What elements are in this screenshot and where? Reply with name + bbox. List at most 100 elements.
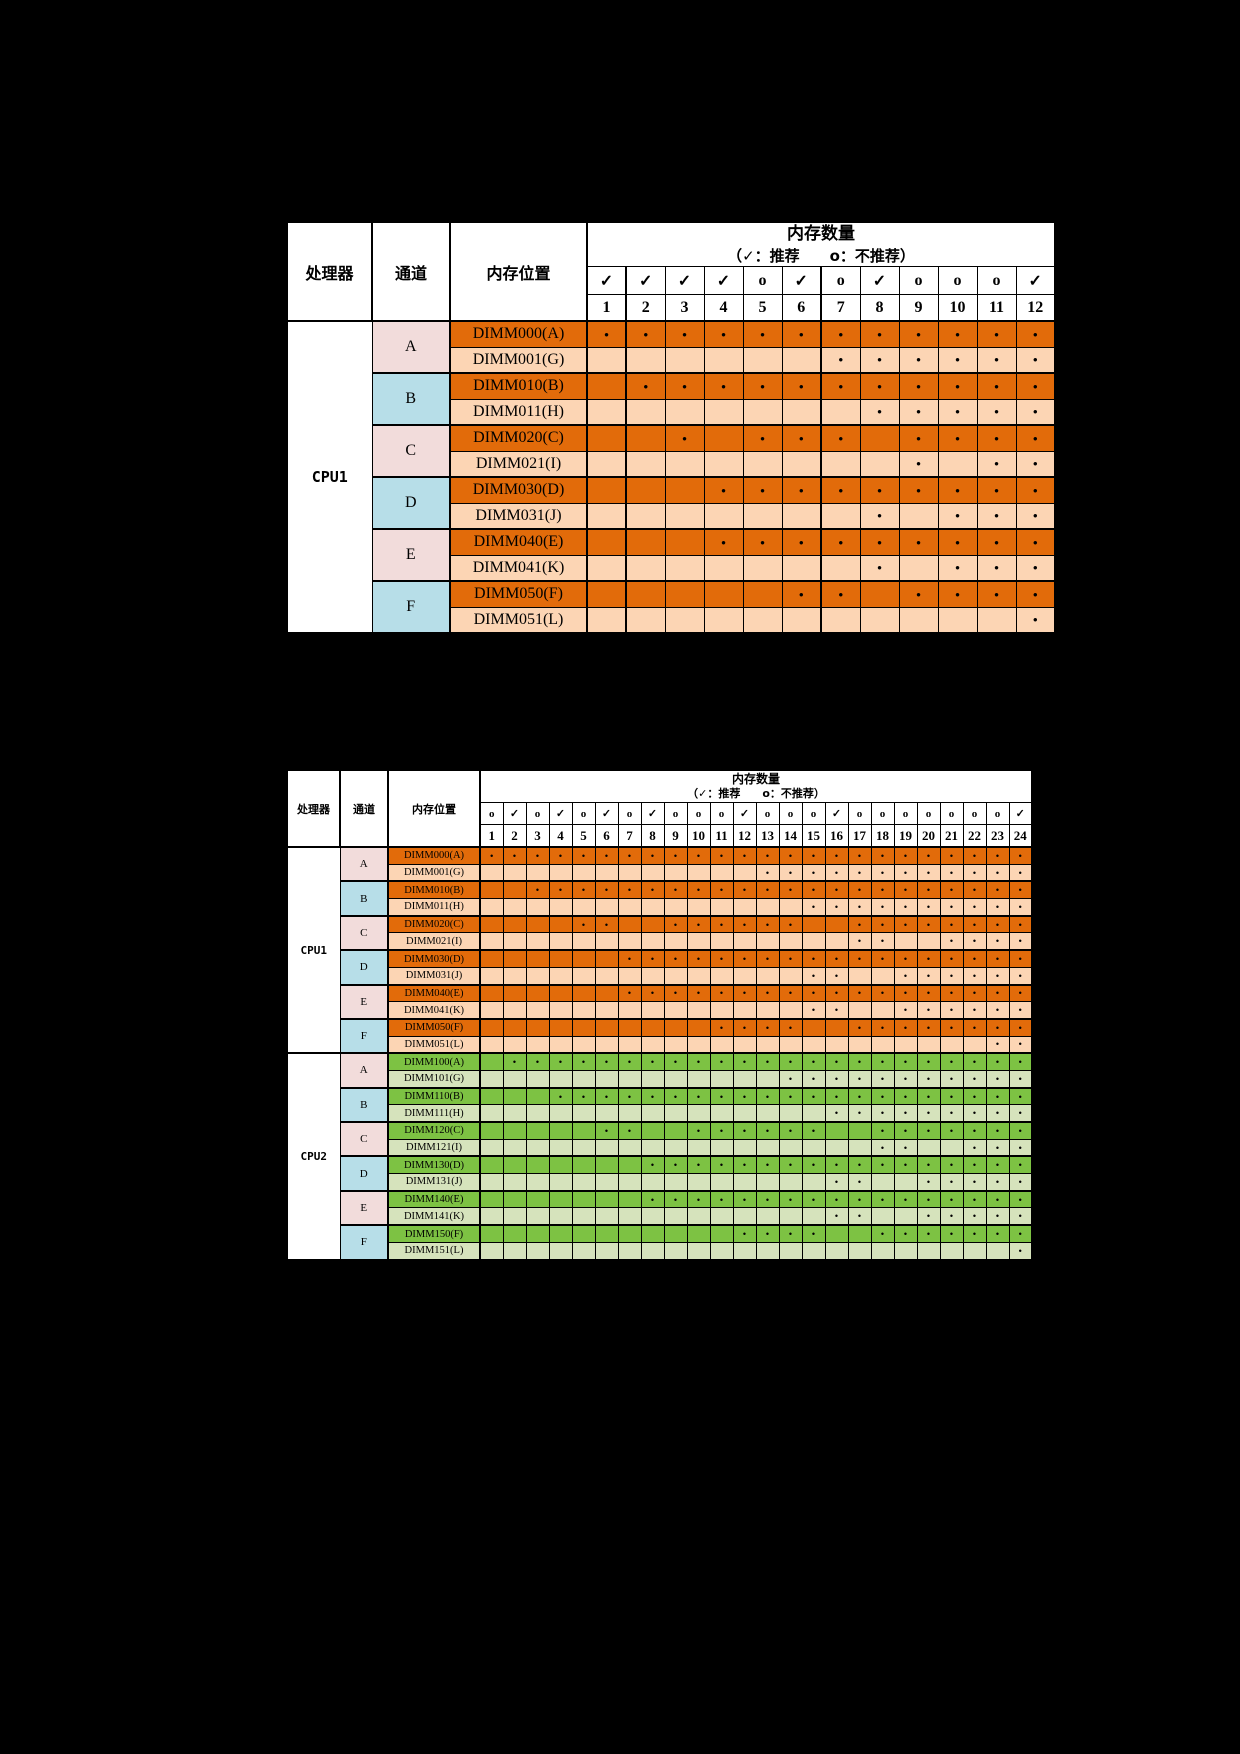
header-chan: 通道 <box>371 221 451 322</box>
count-label: 10 <box>686 824 711 848</box>
dimm-slot-label: DIMM111(H) <box>387 1104 481 1123</box>
empty-cell <box>870 1241 895 1261</box>
empty-cell <box>801 1207 826 1226</box>
population-dot: • <box>548 1086 573 1106</box>
empty-cell <box>703 450 744 478</box>
population-dot: • <box>548 1052 573 1071</box>
population-dot: • <box>916 846 941 865</box>
population-dot: • <box>870 932 895 951</box>
dimm-row: DIMM131(J) • • • • • • • <box>287 1173 1033 1192</box>
empty-cell <box>586 606 627 634</box>
population-dot: • <box>755 914 780 934</box>
empty-cell <box>709 932 734 951</box>
recommend-mark: o <box>617 802 642 826</box>
population-dot: • <box>755 949 780 968</box>
empty-cell <box>525 1224 550 1243</box>
population-dot: • <box>663 1189 688 1209</box>
population-dot: • <box>898 450 939 478</box>
population-dot: • <box>898 320 939 348</box>
empty-cell <box>778 1241 803 1261</box>
population-dot: • <box>976 476 1017 504</box>
population-dot: • <box>663 846 688 865</box>
empty-cell <box>502 1121 527 1140</box>
population-dot: • <box>893 880 918 900</box>
dimm-row: CPU1 A DIMM000(A) • • • • • • • • • • • • <box>286 320 1056 634</box>
population-dot: • <box>1008 932 1033 951</box>
population-dot: • <box>594 880 619 900</box>
empty-cell <box>732 1035 757 1054</box>
dimm-slot-label: DIMM110(B) <box>387 1086 481 1106</box>
population-dot: • <box>1008 1104 1033 1123</box>
population-dot: • <box>824 880 849 900</box>
dimm-slot-label: DIMM100(A) <box>387 1052 481 1071</box>
population-dot: • <box>617 983 642 1003</box>
population-dot: • <box>617 1052 642 1071</box>
population-dot: • <box>870 1086 895 1106</box>
empty-cell <box>479 966 504 986</box>
population-dot: • <box>985 898 1010 917</box>
population-dot: • <box>939 1121 964 1140</box>
empty-cell <box>755 1001 780 1020</box>
population-dot: • <box>916 966 941 986</box>
empty-cell <box>755 1035 780 1054</box>
population-dot: • <box>985 1001 1010 1020</box>
empty-cell <box>594 1017 619 1037</box>
population-dot: • <box>939 983 964 1003</box>
dimm-row: CPU1 A DIMM000(A) • • • • • • • • • • • • • • • • • • • • • • • • <box>286 846 1033 1054</box>
empty-cell <box>586 372 627 400</box>
dimm-row: CPU2 A DIMM100(A) • • • • • • • • • • • • • • • • • • • • • • • <box>286 1052 1033 1261</box>
population-dot: • <box>976 502 1017 530</box>
population-dot: • <box>1008 1001 1033 1020</box>
population-dot: • <box>617 1121 642 1140</box>
population-dot: • <box>962 1121 987 1140</box>
empty-cell <box>594 949 619 968</box>
empty-cell <box>820 450 861 478</box>
empty-cell <box>664 346 705 374</box>
empty-cell <box>781 450 822 478</box>
count-label: 11 <box>709 824 734 848</box>
empty-cell <box>479 1086 504 1106</box>
empty-cell <box>709 1069 734 1089</box>
population-dot: • <box>962 1001 987 1020</box>
empty-cell <box>824 1224 849 1243</box>
empty-cell <box>824 914 849 934</box>
population-dot: • <box>939 1104 964 1123</box>
population-dot: • <box>1015 424 1056 452</box>
empty-cell <box>502 898 527 917</box>
dimm-row: DIMM051(L) • <box>287 606 1056 634</box>
empty-cell <box>801 1104 826 1123</box>
population-dot: • <box>617 846 642 865</box>
population-dot: • <box>870 1121 895 1140</box>
dimm-row: DIMM051(L) • • <box>287 1035 1033 1054</box>
count-label: 9 <box>663 824 688 848</box>
population-dot: • <box>1008 914 1033 934</box>
empty-cell <box>479 949 504 968</box>
empty-cell <box>703 398 744 426</box>
population-dot: • <box>870 880 895 900</box>
empty-cell <box>709 1173 734 1192</box>
population-dot: • <box>898 372 939 400</box>
population-dot: • <box>824 863 849 882</box>
count-label: 22 <box>962 824 987 848</box>
population-dot: • <box>937 424 978 452</box>
population-dot: • <box>703 528 744 556</box>
population-dot: • <box>742 372 783 400</box>
empty-cell <box>548 914 573 934</box>
population-dot: • <box>916 1121 941 1140</box>
population-dot: • <box>937 320 978 348</box>
population-dot: • <box>778 1189 803 1209</box>
empty-cell <box>755 1104 780 1123</box>
population-dot: • <box>870 1224 895 1243</box>
empty-cell <box>594 1035 619 1054</box>
population-dot: • <box>586 320 627 348</box>
empty-cell <box>571 966 596 986</box>
population-dot: • <box>976 450 1017 478</box>
empty-cell <box>594 1224 619 1243</box>
empty-cell <box>502 880 527 900</box>
population-dot: • <box>732 1155 757 1175</box>
empty-cell <box>502 1035 527 1054</box>
empty-cell <box>479 1001 504 1020</box>
empty-cell <box>548 1035 573 1054</box>
empty-cell <box>594 1207 619 1226</box>
